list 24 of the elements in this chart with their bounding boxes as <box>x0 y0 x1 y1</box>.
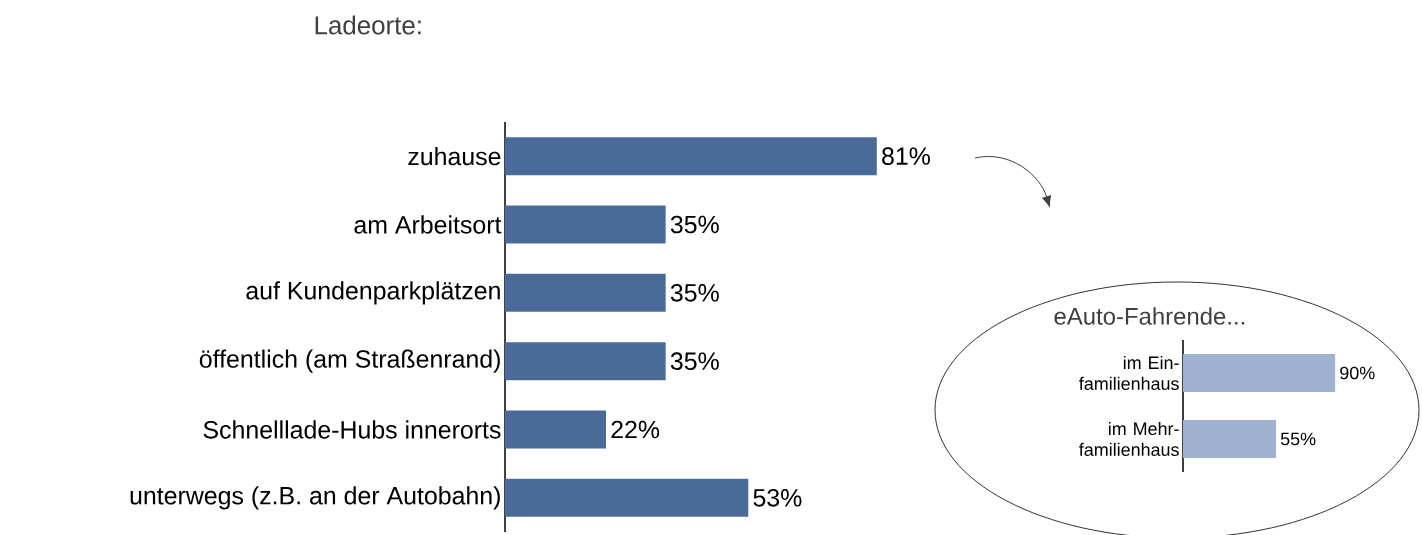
bar <box>505 205 666 244</box>
data-label: 53% <box>753 489 802 507</box>
y-tick-label: zuhause <box>408 147 501 166</box>
bar <box>505 478 749 517</box>
chart-title: eAuto-Fahrende... <box>1054 307 1245 325</box>
data-label: 90% <box>1340 366 1375 380</box>
chart-title: Ladeorte: <box>315 15 421 35</box>
bar <box>505 342 666 381</box>
y-tick-label: im Ein-familienhaus <box>1079 355 1179 391</box>
y-tick-label: auf Kundenparkplätzen <box>246 281 500 305</box>
bar <box>505 137 877 176</box>
bar <box>505 273 666 312</box>
bar <box>505 410 606 449</box>
data-label: 35% <box>670 284 719 302</box>
data-label: 35% <box>670 215 719 234</box>
data-label: 35% <box>670 352 719 370</box>
data-label: 81% <box>882 147 930 165</box>
y-tick-label: unterwegs (z.B. an der Autobahn) <box>130 486 500 510</box>
y-tick-label: am Arbeitsort <box>354 215 502 234</box>
data-label: 55% <box>1280 432 1316 446</box>
y-tick-label: im Mehr-familienhaus <box>1079 421 1179 457</box>
y-tick-label: öffentlich (am Straßenrand) <box>199 349 500 373</box>
data-label: 22% <box>611 420 660 439</box>
y-tick-label: Schnelllade-Hubs innerorts <box>203 420 501 439</box>
